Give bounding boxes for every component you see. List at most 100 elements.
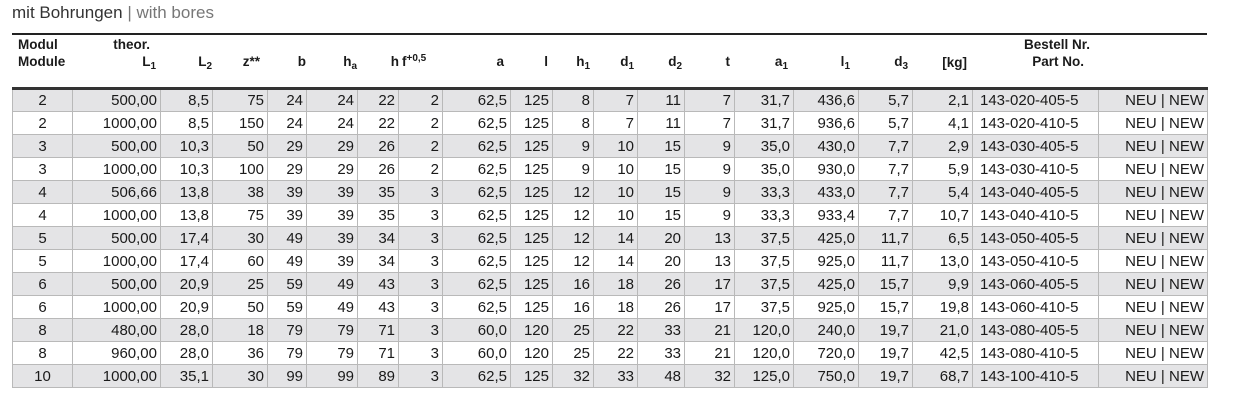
table-cell: 925,0 xyxy=(793,295,859,319)
table-cell: 11,7 xyxy=(858,249,913,273)
table-cell: 7,7 xyxy=(858,134,913,158)
table-cell: 26 xyxy=(637,295,685,319)
table-cell: 62,5 xyxy=(442,226,511,250)
table-cell: 2,9 xyxy=(912,134,973,158)
table-cell: 3 xyxy=(398,272,443,296)
table-cell: 99 xyxy=(306,364,358,388)
table-cell: 5,7 xyxy=(858,88,913,112)
table-cell: 10,3 xyxy=(160,157,213,181)
table-cell: 25 xyxy=(212,272,268,296)
table-cell: 12 xyxy=(552,226,594,250)
table-cell: 20 xyxy=(637,226,685,250)
table-cell: 500,00 xyxy=(72,88,161,112)
table-cell: 37,5 xyxy=(734,226,794,250)
table-cell: 9 xyxy=(684,157,735,181)
table-cell: 22 xyxy=(357,111,399,135)
table-cell: 8 xyxy=(12,318,73,342)
table-cell: 16 xyxy=(552,295,594,319)
table-cell: 62,5 xyxy=(442,88,511,112)
table-cell: 8 xyxy=(552,111,594,135)
table-cell: 43 xyxy=(357,295,399,319)
table-cell: 7 xyxy=(593,88,638,112)
table-cell: 12 xyxy=(552,180,594,204)
table-cell: 10 xyxy=(12,364,73,388)
table-cell: 60 xyxy=(212,249,268,273)
table-cell: 16 xyxy=(552,272,594,296)
table-cell: 18 xyxy=(593,272,638,296)
table-cell: 8 xyxy=(552,88,594,112)
part-number-cell: 143-030-410-5 xyxy=(972,157,1099,181)
table-row: 5 1000,00 17,4 60 49 39 34 3 62,5 125 12 14 20 13 37,5… xyxy=(12,249,1208,273)
table-cell: 19,7 xyxy=(858,318,913,342)
table-cell: 2 xyxy=(12,111,73,135)
table-cell: 26 xyxy=(357,134,399,158)
table-cell: 430,0 xyxy=(793,134,859,158)
table-cell: 8,5 xyxy=(160,88,213,112)
table-cell: 500,00 xyxy=(72,226,161,250)
table-cell: 9 xyxy=(684,134,735,158)
table-row: 8 960,00 28,0 36 79 79 71 3 60,0 120 25 22 33 21 120,0… xyxy=(12,341,1208,365)
table-cell: 18 xyxy=(212,318,268,342)
table-cell: 11 xyxy=(637,111,685,135)
table-cell: 28,0 xyxy=(160,341,213,365)
table-cell: 11 xyxy=(637,88,685,112)
table-cell: 15 xyxy=(637,134,685,158)
new-badge-cell: NEU | NEW xyxy=(1098,318,1208,342)
table-cell: 4,1 xyxy=(912,111,973,135)
table-cell: 8 xyxy=(12,341,73,365)
table-cell: 33 xyxy=(593,364,638,388)
new-badge-cell: NEU | NEW xyxy=(1098,157,1208,181)
table-cell: 20,9 xyxy=(160,295,213,319)
table-cell: 5,4 xyxy=(912,180,973,204)
table-cell: 75 xyxy=(212,88,268,112)
table-cell: 8,5 xyxy=(160,111,213,135)
new-badge-cell: NEU | NEW xyxy=(1098,272,1208,296)
table-row: 6 1000,00 20,9 50 59 49 43 3 62,5 125 16 18 26 17 37,5… xyxy=(12,295,1208,319)
table-cell: 34 xyxy=(357,249,399,273)
part-number-cell: 143-030-405-5 xyxy=(972,134,1099,158)
table-cell: 38 xyxy=(212,180,268,204)
table-cell: 125 xyxy=(510,134,553,158)
table-cell: 37,5 xyxy=(734,295,794,319)
table-cell: 31,7 xyxy=(734,88,794,112)
table-cell: 2,1 xyxy=(912,88,973,112)
table-cell: 433,0 xyxy=(793,180,859,204)
table-cell: 1000,00 xyxy=(72,203,161,227)
new-badge-cell: NEU | NEW xyxy=(1098,88,1208,112)
table-cell: 39 xyxy=(306,180,358,204)
table-cell: 22 xyxy=(593,341,638,365)
part-number-cell: 143-050-405-5 xyxy=(972,226,1099,250)
table-cell: 7 xyxy=(684,111,735,135)
part-number-cell: 143-080-405-5 xyxy=(972,318,1099,342)
table-cell: 32 xyxy=(552,364,594,388)
table-cell: 4 xyxy=(12,203,73,227)
table-cell: 43 xyxy=(357,272,399,296)
table-cell: 60,0 xyxy=(442,341,511,365)
table-cell: 14 xyxy=(593,249,638,273)
table-cell: 26 xyxy=(357,157,399,181)
table-cell: 15 xyxy=(637,203,685,227)
table-cell: 25 xyxy=(552,341,594,365)
table-cell: 720,0 xyxy=(793,341,859,365)
table-cell: 15 xyxy=(637,157,685,181)
table-cell: 59 xyxy=(267,295,307,319)
header-l1: theor. L1 xyxy=(113,37,156,72)
table-cell: 33,3 xyxy=(734,203,794,227)
divider xyxy=(12,33,1207,35)
new-badge-cell: NEU | NEW xyxy=(1098,203,1208,227)
table-cell: 9,9 xyxy=(912,272,973,296)
table-cell: 89 xyxy=(357,364,399,388)
table-cell: 1000,00 xyxy=(72,157,161,181)
part-number-cell: 143-020-405-5 xyxy=(972,88,1099,112)
table-cell: 930,0 xyxy=(793,157,859,181)
table-cell: 125 xyxy=(510,226,553,250)
table-cell: 22 xyxy=(357,88,399,112)
table-cell: 79 xyxy=(267,341,307,365)
table-cell: 49 xyxy=(306,295,358,319)
table-cell: 125 xyxy=(510,203,553,227)
table-cell: 125 xyxy=(510,295,553,319)
table-cell: 3 xyxy=(398,295,443,319)
part-number-cell: 143-080-410-5 xyxy=(972,341,1099,365)
table-cell: 4 xyxy=(12,180,73,204)
table-cell: 59 xyxy=(267,272,307,296)
